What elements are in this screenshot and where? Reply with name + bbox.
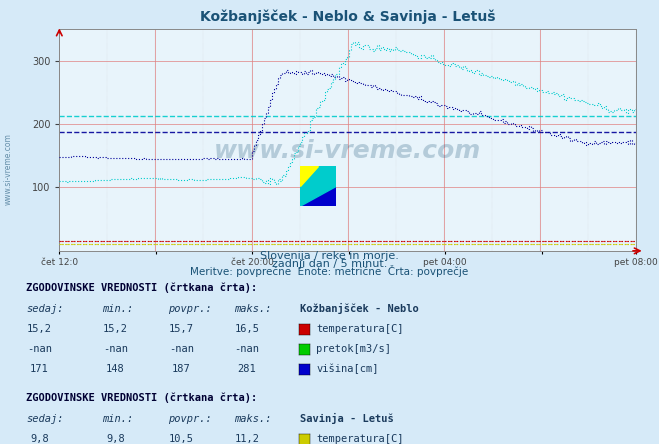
- Text: 15,7: 15,7: [169, 324, 194, 334]
- Text: -nan: -nan: [235, 344, 260, 354]
- Polygon shape: [300, 166, 336, 206]
- Text: 16,5: 16,5: [235, 324, 260, 334]
- Text: 10,5: 10,5: [169, 434, 194, 444]
- Text: ZGODOVINSKE VREDNOSTI (črtkana črta):: ZGODOVINSKE VREDNOSTI (črtkana črta):: [26, 392, 258, 403]
- Text: 15,2: 15,2: [27, 324, 52, 334]
- Text: 9,8: 9,8: [106, 434, 125, 444]
- Text: www.si-vreme.com: www.si-vreme.com: [214, 139, 481, 163]
- Text: -nan: -nan: [27, 344, 52, 354]
- Text: 187: 187: [172, 364, 190, 374]
- Text: 171: 171: [30, 364, 49, 374]
- Text: min.:: min.:: [102, 304, 133, 314]
- Text: 281: 281: [238, 364, 256, 374]
- Text: min.:: min.:: [102, 414, 133, 424]
- Text: povpr.:: povpr.:: [168, 304, 212, 314]
- Text: Savinja - Letuš: Savinja - Letuš: [300, 413, 393, 424]
- Text: 148: 148: [106, 364, 125, 374]
- Text: ZGODOVINSKE VREDNOSTI (črtkana črta):: ZGODOVINSKE VREDNOSTI (črtkana črta):: [26, 282, 258, 293]
- Text: temperatura[C]: temperatura[C]: [316, 434, 404, 444]
- Text: višina[cm]: višina[cm]: [316, 364, 379, 374]
- Text: maks.:: maks.:: [234, 304, 272, 314]
- Text: -nan: -nan: [169, 344, 194, 354]
- Text: 9,8: 9,8: [30, 434, 49, 444]
- Polygon shape: [300, 166, 318, 186]
- Text: temperatura[C]: temperatura[C]: [316, 324, 404, 334]
- Title: Kožbanjšček - Neblo & Savinja - Letuš: Kožbanjšček - Neblo & Savinja - Letuš: [200, 9, 496, 24]
- Text: 11,2: 11,2: [235, 434, 260, 444]
- Text: pretok[m3/s]: pretok[m3/s]: [316, 344, 391, 354]
- Text: -nan: -nan: [103, 344, 128, 354]
- Text: Meritve: povprečne  Enote: metrične  Črta: povprečje: Meritve: povprečne Enote: metrične Črta:…: [190, 265, 469, 278]
- Text: zadnji dan / 5 minut.: zadnji dan / 5 minut.: [272, 259, 387, 270]
- Text: Slovenija / reke in morje.: Slovenija / reke in morje.: [260, 251, 399, 261]
- Text: Kožbanjšček - Neblo: Kožbanjšček - Neblo: [300, 303, 418, 314]
- Text: sedaj:: sedaj:: [26, 414, 64, 424]
- Text: povpr.:: povpr.:: [168, 414, 212, 424]
- Text: 15,2: 15,2: [103, 324, 128, 334]
- Text: www.si-vreme.com: www.si-vreme.com: [3, 133, 13, 205]
- Polygon shape: [300, 166, 336, 206]
- Text: sedaj:: sedaj:: [26, 304, 64, 314]
- Text: maks.:: maks.:: [234, 414, 272, 424]
